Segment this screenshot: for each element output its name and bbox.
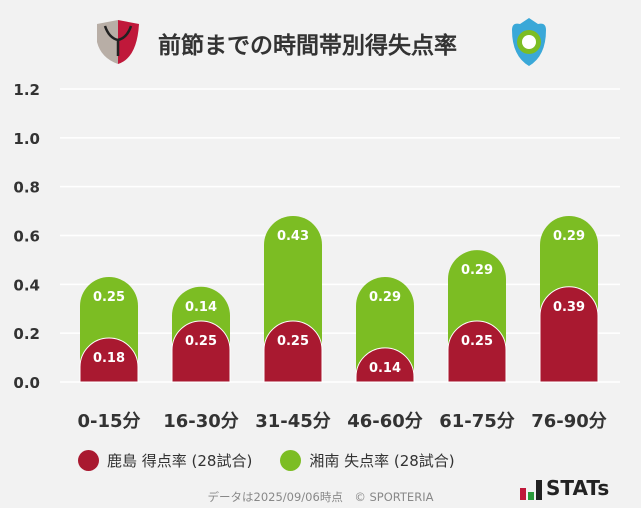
legend-label: 鹿島 得点率 (28試合) (107, 452, 253, 470)
legend: 鹿島 得点率 (28試合) 湘南 失点率 (28試合) (78, 450, 455, 471)
legend-swatch-away (280, 450, 302, 471)
footer-note: データは2025/09/06時点 © SPORTERIA (207, 490, 434, 504)
data-label-away: 0.29 (461, 263, 493, 278)
data-label-away: 0.43 (277, 229, 309, 244)
data-label-home: 0.18 (93, 351, 125, 366)
bar-home (447, 320, 507, 383)
x-tick-label: 31-45分 (255, 411, 331, 432)
stats-brand: STATs (520, 476, 609, 500)
data-label-home: 0.25 (277, 334, 309, 349)
bar-home (171, 320, 231, 383)
bar-home (79, 337, 139, 383)
stats-logo-icon (520, 480, 542, 500)
x-tick-label: 76-90分 (531, 411, 607, 432)
bar-home (263, 320, 323, 383)
chart-title: 前節までの時間帯別得失点率 (158, 33, 457, 59)
legend-item-away: 湘南 失点率 (28試合) (280, 450, 455, 471)
y-tick-label: 0.0 (13, 374, 40, 392)
y-tick-label: 1.0 (13, 130, 40, 148)
y-tick-label: 0.4 (13, 276, 40, 294)
y-tick-label: 1.2 (13, 81, 40, 99)
bar-home (355, 347, 415, 383)
data-label-away: 0.14 (185, 300, 217, 315)
x-tick-label: 16-30分 (163, 411, 239, 432)
x-tick-label: 0-15分 (77, 411, 140, 432)
away-team-logo (512, 18, 546, 66)
data-label-home: 0.39 (553, 300, 585, 315)
data-label-home: 0.25 (185, 334, 217, 349)
legend-label: 湘南 失点率 (28試合) (309, 452, 455, 470)
bar-home (539, 286, 599, 383)
data-label-home: 0.14 (369, 361, 401, 376)
x-tick-label: 46-60分 (347, 411, 423, 432)
legend-item-home: 鹿島 得点率 (28試合) (78, 450, 252, 471)
x-tick-label: 61-75分 (439, 411, 515, 432)
y-tick-label: 0.6 (13, 228, 40, 246)
data-label-away: 0.29 (553, 229, 585, 244)
stats-wordmark: STATs (546, 476, 610, 500)
data-label-away: 0.29 (369, 290, 401, 305)
legend-swatch-home (78, 450, 99, 471)
data-label-away: 0.25 (93, 290, 125, 305)
y-tick-label: 0.8 (13, 179, 40, 197)
y-tick-label: 0.2 (13, 325, 40, 343)
home-team-logo (97, 20, 139, 64)
data-label-home: 0.25 (461, 334, 493, 349)
bar-chart: 0.0 0.2 0.4 0.6 0.8 1.0 1.2 0.25 0.18 0-15分 0.14 0.… (13, 81, 620, 432)
